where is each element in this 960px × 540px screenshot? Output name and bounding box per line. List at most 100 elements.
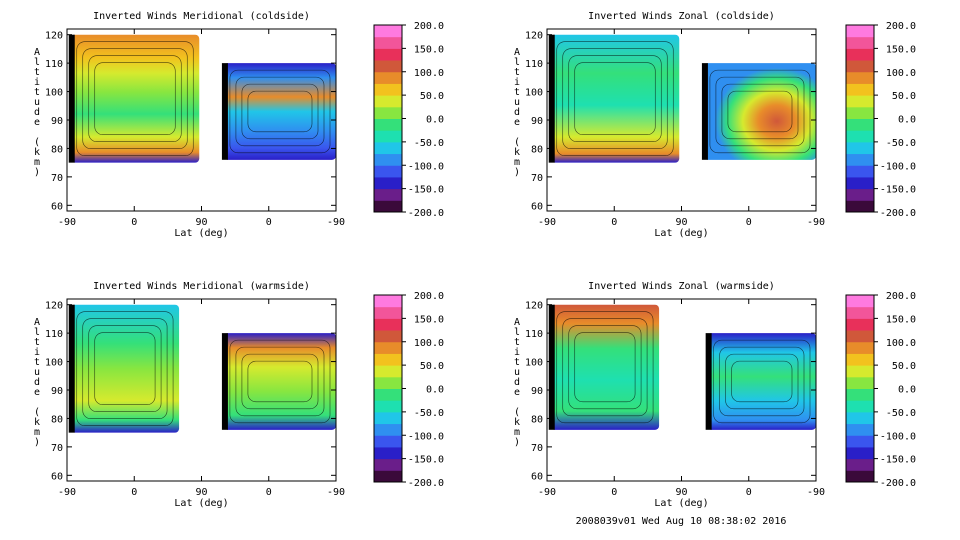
colorbar-segment (846, 341, 874, 354)
colorbar-segment (374, 83, 402, 96)
colorbar-segment (374, 130, 402, 143)
contour-line (556, 41, 674, 156)
x-tick-label: 0 (746, 487, 752, 498)
x-tick-label: -90 (58, 487, 76, 498)
x-tick-label: 0 (131, 217, 137, 228)
colorbar-segment (374, 48, 402, 61)
colorbar-segment (374, 176, 402, 190)
contour-line (247, 90, 313, 133)
x-tick-label: 90 (675, 487, 687, 498)
colorbar-segment (374, 25, 402, 38)
contour-line (94, 332, 156, 405)
y-tick-label: 110 (45, 59, 63, 70)
y-tick-label: 60 (51, 471, 63, 482)
colorbar-segment (374, 470, 402, 483)
x-tick-label: 0 (266, 487, 272, 498)
y-tick-label: 80 (51, 414, 63, 425)
contour-line (727, 90, 793, 133)
colorbar-segment (846, 118, 874, 131)
contour-line (709, 69, 811, 154)
colorbar-segment (374, 341, 402, 354)
colorbar-segment (846, 295, 874, 308)
colorbar-tick-label: 0.0 (426, 115, 444, 126)
colorbar-segment (374, 388, 402, 401)
x-tick-label: 90 (195, 487, 207, 498)
x-tick-label: 0 (131, 487, 137, 498)
contour-line (235, 346, 325, 417)
y-tick-label: 60 (531, 201, 543, 212)
colorbar-tick-label: 50.0 (892, 91, 916, 102)
colorbar-tick-label: 100.0 (886, 338, 916, 349)
y-tick-label: 70 (531, 443, 543, 454)
colorbar-tick-label: 200.0 (414, 291, 444, 302)
colorbar-segment (846, 176, 874, 190)
colorbar-segment (846, 423, 874, 436)
colorbar-segment (374, 153, 402, 166)
contour-edge (221, 333, 228, 430)
y-tick-label: 80 (51, 144, 63, 155)
colorbar-tick-label: 150.0 (414, 314, 444, 325)
y-tick-label: 110 (525, 59, 543, 70)
colorbar-tick-label: -200.0 (408, 208, 444, 219)
colorbar-tick-label: 150.0 (886, 314, 916, 325)
colorbar-tick-label: 0.0 (898, 115, 916, 126)
colorbar-segment (846, 376, 874, 389)
colorbar-tick-label: -200.0 (880, 208, 916, 219)
colorbar-segment (846, 25, 874, 38)
colorbar-tick-label: -150.0 (880, 455, 916, 466)
y-tick-label: 90 (531, 116, 543, 127)
contour-edge (701, 63, 708, 160)
colorbar-segment (846, 200, 874, 213)
panel-title: Inverted Winds Zonal (coldside) (588, 11, 775, 22)
colorbar-segment (374, 188, 402, 201)
contour-edge (705, 333, 712, 430)
x-tick-label: 90 (675, 217, 687, 228)
contour-line (721, 83, 799, 140)
colorbar: 200.0 150.0 100.0 50.0 0.0 -50.0 -100.0 -150.0 -… (373, 21, 444, 219)
colorbar-segment (846, 71, 874, 84)
x-tick-label: -90 (538, 217, 556, 228)
colorbar-segment (846, 318, 874, 331)
contour-line (94, 62, 176, 135)
colorbar-segment (846, 400, 874, 413)
colorbar-segment (846, 153, 874, 166)
contour-line (719, 346, 805, 417)
colorbar-segment (846, 330, 874, 343)
contour-region-2 (707, 333, 816, 430)
colorbar-segment (846, 95, 874, 108)
colorbar-segment (374, 458, 402, 471)
x-tick-label: -90 (327, 217, 345, 228)
y-tick-label: 80 (531, 144, 543, 155)
colorbar-segment (374, 446, 402, 460)
colorbar-segment (846, 60, 874, 73)
colorbar-segment (846, 188, 874, 201)
colorbar-tick-label: -150.0 (880, 185, 916, 196)
panel-2: Inverted Winds Zonal (coldside) 60 70 80 90 1… (514, 11, 916, 239)
colorbar-segment (846, 388, 874, 401)
colorbar: 200.0 150.0 100.0 50.0 0.0 -50.0 -100.0 -150.0 -… (373, 291, 444, 489)
colorbar-segment (374, 423, 402, 436)
panel-title: Inverted Winds Meridional (warmside) (93, 281, 310, 292)
contour-region-1 (70, 304, 180, 433)
colorbar-tick-label: 150.0 (414, 44, 444, 55)
contour-line (568, 55, 662, 142)
y-tick-label: 80 (531, 414, 543, 425)
contour-line (562, 318, 648, 417)
contour-line (241, 353, 319, 410)
colorbar-tick-label: -50.0 (414, 138, 444, 149)
contour-region-1 (550, 304, 660, 430)
colorbar-segment (374, 36, 402, 49)
contour-line (725, 353, 799, 410)
contour-region-1 (550, 34, 680, 163)
colorbar-segment (846, 470, 874, 483)
contour-line (568, 325, 642, 410)
x-tick-label: -90 (58, 217, 76, 228)
contour-line (247, 360, 313, 403)
colorbar-segment (374, 376, 402, 389)
contour-region-2 (703, 63, 816, 160)
contour-line (229, 69, 331, 154)
y-tick-label: 70 (531, 173, 543, 184)
